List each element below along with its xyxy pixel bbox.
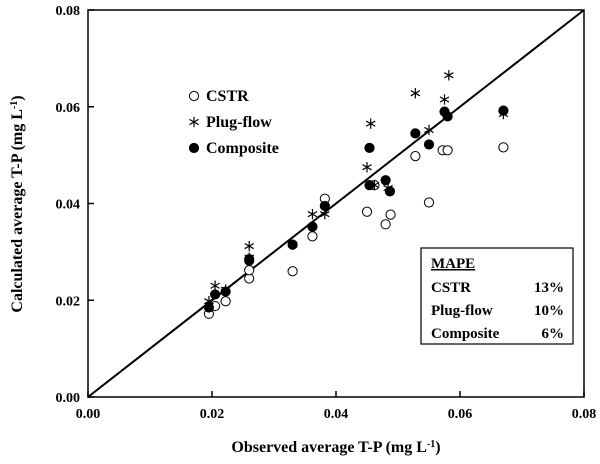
y-tick-label: 0.04 <box>56 198 81 213</box>
y-axis-title: Calculated average T-P (mg L-1) <box>9 95 27 312</box>
plug-flow-point <box>210 280 220 291</box>
axis-title-text: Calculated average T-P (mg L <box>9 109 26 313</box>
cstr-point <box>498 142 509 153</box>
composite-point <box>319 200 330 212</box>
y-tick-label: 0.00 <box>56 391 81 406</box>
plug-flow-point <box>424 124 434 136</box>
data-points <box>203 70 509 319</box>
legend-label-plug-flow: Plug-flow <box>206 114 272 131</box>
composite-point <box>210 289 221 300</box>
plug-flow-point <box>439 94 450 105</box>
mape-value-cstr: 13% <box>534 280 564 296</box>
plug-flow-point <box>362 162 372 173</box>
composite-point <box>410 128 421 139</box>
composite-point <box>423 139 435 150</box>
y-tick-label: 0.08 <box>56 4 81 19</box>
mape-value-plug-flow: 10% <box>534 303 564 319</box>
axis-title-close: ) <box>435 439 440 456</box>
composite-point <box>287 239 298 250</box>
x-axis-title: Observed average T-P (mg L-1) <box>231 439 440 457</box>
x-tick-label: 0.02 <box>200 407 225 422</box>
legend-label-cstr: CSTR <box>206 88 249 105</box>
mape-label-plug-flow: Plug-flow <box>431 303 493 319</box>
axis-title-close: ) <box>9 95 26 100</box>
x-tick-label: 0.06 <box>448 407 473 422</box>
composite-point <box>498 105 509 116</box>
mape-title: MAPE <box>431 256 475 272</box>
plug-flow-point <box>410 88 421 99</box>
cstr-point <box>287 266 298 277</box>
x-tick-label: 0.08 <box>572 407 597 422</box>
cstr-point <box>361 206 373 217</box>
composite-point <box>203 302 214 313</box>
axis-title-superscript: -1 <box>427 439 435 450</box>
cstr-point <box>244 265 255 276</box>
composite-point <box>244 254 255 265</box>
legend-marker-plug-flow <box>189 116 199 128</box>
plug-flow-point <box>365 118 376 129</box>
ticks <box>87 9 585 398</box>
mape-box-frame <box>420 247 574 345</box>
legend: CSTR Plug-flow Composite <box>188 88 279 157</box>
tick-labels: 0.00 0.02 0.04 0.06 0.08 0.00 0.02 0.04 0.06 0.08 <box>56 4 597 422</box>
mape-label-cstr: CSTR <box>431 280 471 296</box>
plug-flow-point <box>244 240 255 252</box>
one-to-one-line <box>87 9 585 398</box>
plug-flow-point <box>444 70 454 81</box>
mape-value-composite: 6% <box>542 326 565 342</box>
legend-label-composite: Composite <box>206 140 279 157</box>
x-tick-label: 0.00 <box>76 407 101 422</box>
plug-flow-point <box>307 208 318 220</box>
cstr-point <box>307 231 318 242</box>
axis-title-text: Observed average T-P (mg L <box>231 439 427 456</box>
composite-point <box>364 180 375 191</box>
axis-title-superscript: -1 <box>9 101 20 109</box>
x-tick-label: 0.04 <box>324 407 349 422</box>
composite-point <box>442 111 453 122</box>
composite-point <box>384 186 396 197</box>
cstr-point <box>385 209 396 220</box>
composite-point <box>380 175 391 186</box>
y-tick-label: 0.06 <box>56 101 81 116</box>
cstr-point <box>410 150 421 162</box>
cstr-point <box>423 197 435 208</box>
legend-marker-cstr <box>188 90 200 102</box>
cstr-point <box>380 219 391 230</box>
y-tick-label: 0.02 <box>56 294 81 309</box>
cstr-point <box>220 296 231 307</box>
mape-box: MAPE CSTR 13% Plug-flow 10% Composite 6% <box>420 247 574 345</box>
legend-marker-composite <box>188 142 200 154</box>
composite-point <box>364 142 375 153</box>
composite-point <box>307 221 318 232</box>
composite-point <box>220 286 231 297</box>
mape-label-composite: Composite <box>431 326 500 342</box>
cstr-point <box>442 145 453 156</box>
